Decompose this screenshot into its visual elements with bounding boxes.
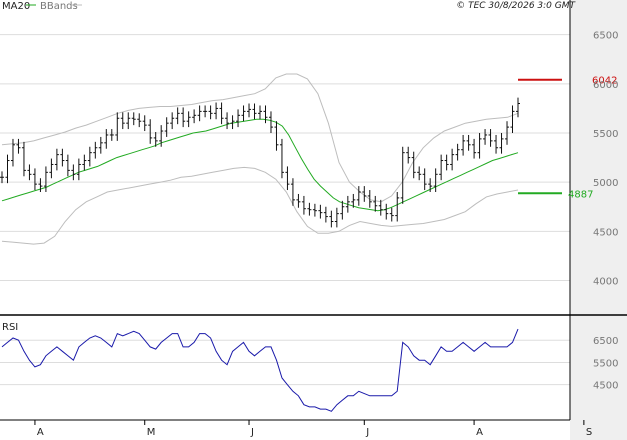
y-axis-gutter xyxy=(570,0,627,440)
price-y-tick: 4500 xyxy=(593,227,618,238)
rsi-layer xyxy=(1,328,519,412)
x-tick-label: A xyxy=(476,427,483,438)
bbands-layer xyxy=(1,73,519,245)
rsi-grid xyxy=(0,339,570,386)
bband-lower-line xyxy=(1,166,519,245)
rsi-y-tick: 4500 xyxy=(593,381,618,392)
x-tick-label: J xyxy=(365,427,369,438)
level-support-label: 4887 xyxy=(568,189,593,200)
price-y-tick: 4000 xyxy=(593,277,618,288)
price-y-tick: 6000 xyxy=(593,80,618,91)
legend-bbands: BBands xyxy=(40,1,78,12)
level-resistance-label: 6042 xyxy=(592,76,617,87)
copyright-text: © TEC 30/8/2026 3:0 GMT xyxy=(456,1,576,11)
price-bars-layer xyxy=(0,97,520,228)
rsi-y-tick: 5500 xyxy=(593,358,618,369)
rsi-line xyxy=(1,328,519,412)
price-grid xyxy=(0,34,570,281)
rsi-label: RSI xyxy=(2,322,18,333)
legend-ma20: MA20 xyxy=(2,1,30,12)
price-y-tick: 5500 xyxy=(593,129,618,140)
levels-layer: 6042 4887 xyxy=(518,76,617,200)
y-tick-labels: 6500 6000 5500 5000 4500 4000 6500 5500 4500 xyxy=(593,31,618,392)
rsi-y-tick: 6500 xyxy=(593,336,618,347)
price-y-tick: 5000 xyxy=(593,178,618,189)
bband-upper-line xyxy=(1,73,519,203)
x-tick-label: M xyxy=(147,427,156,438)
x-tick-label: J xyxy=(250,427,254,438)
x-tick-label: S xyxy=(586,427,592,438)
price-y-tick: 6500 xyxy=(593,31,618,42)
x-tick-label: A xyxy=(37,427,44,438)
